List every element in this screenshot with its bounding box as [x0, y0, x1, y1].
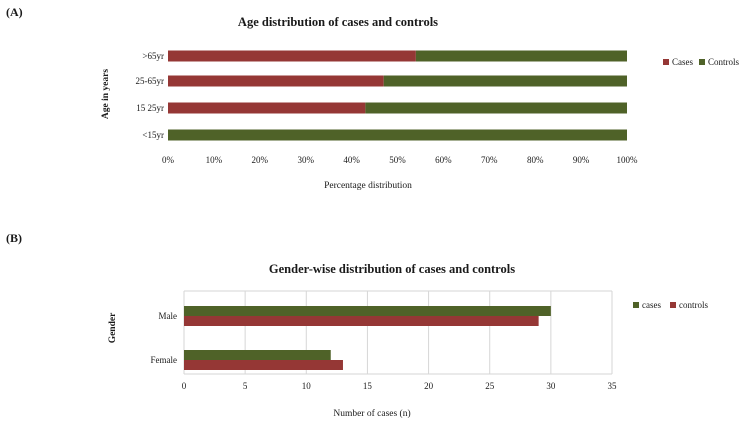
legend-swatch-cases	[663, 59, 669, 65]
x-tick-label: 35	[608, 381, 618, 391]
bar-controls-3	[168, 129, 627, 141]
x-tick-label: 5	[243, 381, 248, 391]
x-tick-label: 0	[182, 381, 187, 391]
panel-a-label: (A)	[6, 5, 23, 19]
x-tick-label: 80%	[527, 155, 544, 165]
category-label: Male	[159, 311, 178, 321]
panel-b-y-axis-label: Gender	[108, 312, 118, 343]
panel-a-x-axis-label: Percentage distribution	[324, 181, 412, 191]
legend-swatch-controls	[670, 302, 676, 308]
bar-controls-1	[383, 75, 627, 87]
panel-a-x-tick-labels: 0% 10% 20% 30% 40% 50% 60% 70% 80% 90% 100%	[162, 155, 638, 165]
panel-b-gridlines	[183, 290, 613, 375]
x-tick-label: 50%	[389, 155, 406, 165]
panel-b: (B) Gender-wise distribution of cases an…	[6, 231, 708, 419]
legend-label-controls: controls	[679, 300, 708, 310]
panel-b-x-axis-label: Number of cases (n)	[333, 408, 410, 419]
x-tick-label: 0%	[162, 155, 175, 165]
bar-controls-male	[184, 316, 539, 326]
x-tick-label: 20%	[252, 155, 269, 165]
x-tick-label: 20	[424, 381, 434, 391]
panel-b-legend: cases controls	[633, 300, 708, 310]
panel-b-label: (B)	[6, 231, 22, 245]
x-tick-label: 90%	[573, 155, 590, 165]
panel-b-x-tick-labels: 0 5 10 15 20 25 30 35	[182, 381, 617, 391]
x-tick-label: 30%	[297, 155, 314, 165]
bar-controls-female	[184, 360, 343, 370]
bar-cases-0	[168, 50, 416, 62]
panel-a-legend: Cases Controls	[663, 57, 740, 67]
panel-b-bars	[184, 306, 551, 370]
bar-cases-1	[168, 75, 384, 87]
x-tick-label: 25	[485, 381, 495, 391]
legend-label-cases: Cases	[672, 57, 693, 67]
legend-swatch-controls	[699, 59, 705, 65]
x-tick-label: 100%	[617, 155, 639, 165]
legend-swatch-cases	[633, 302, 639, 308]
panel-a: (A) Age distribution of cases and contro…	[6, 5, 740, 191]
x-tick-label: 30	[546, 381, 556, 391]
legend-label-cases: cases	[642, 300, 661, 310]
category-label: <15yr	[142, 130, 164, 140]
bar-cases-2	[168, 102, 366, 114]
x-tick-label: 10	[302, 381, 312, 391]
bar-controls-0	[415, 50, 627, 62]
x-tick-label: 70%	[481, 155, 498, 165]
category-label: Female	[151, 355, 178, 365]
legend-label-controls: Controls	[708, 57, 740, 67]
category-label: 15 25yr	[136, 103, 164, 113]
panel-b-category-labels: Male Female	[151, 311, 178, 365]
x-tick-label: 10%	[206, 155, 223, 165]
panel-a-y-axis-label: Age in years	[101, 69, 111, 119]
category-label: 25-65yr	[136, 76, 165, 86]
panel-a-title: Age distribution of cases and controls	[238, 15, 438, 29]
x-tick-label: 15	[363, 381, 373, 391]
bar-cases-female	[184, 350, 331, 360]
panel-b-title: Gender-wise distribution of cases and co…	[269, 262, 515, 276]
x-tick-label: 40%	[343, 155, 360, 165]
bar-controls-2	[365, 102, 627, 114]
x-tick-label: 60%	[435, 155, 452, 165]
panel-a-category-labels: >65yr 25-65yr 15 25yr <15yr	[136, 51, 165, 140]
category-label: >65yr	[142, 51, 164, 61]
panel-a-bars	[168, 50, 627, 141]
bar-cases-male	[184, 306, 551, 316]
